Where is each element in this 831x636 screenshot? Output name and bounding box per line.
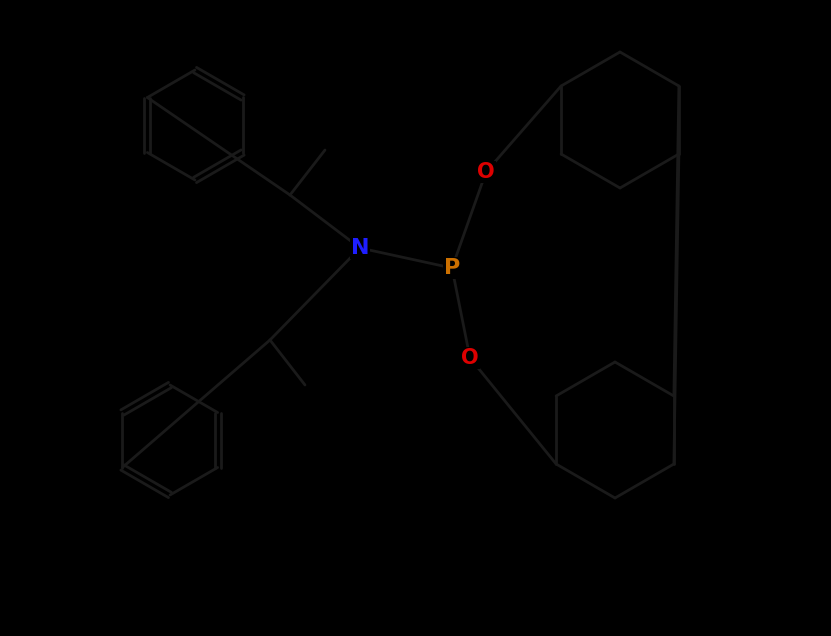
Text: N: N bbox=[351, 238, 369, 258]
Text: O: O bbox=[477, 162, 494, 182]
Text: O: O bbox=[461, 348, 479, 368]
Text: P: P bbox=[444, 258, 460, 278]
